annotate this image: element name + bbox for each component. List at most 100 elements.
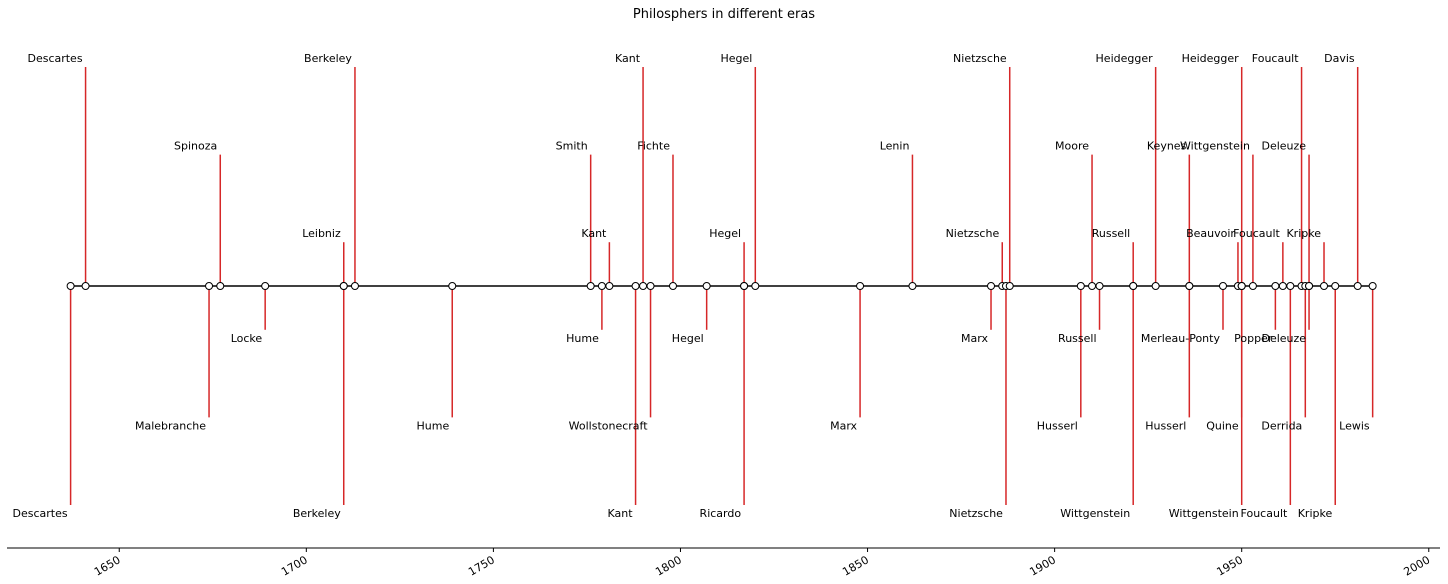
event-label: Descartes bbox=[27, 52, 82, 65]
event-label: Leibniz bbox=[302, 227, 341, 240]
event-marker bbox=[1237, 282, 1246, 290]
event-marker bbox=[1286, 282, 1295, 290]
event-marker bbox=[66, 282, 75, 290]
event-label: Marx bbox=[961, 332, 988, 345]
event-label: Russell bbox=[1092, 227, 1130, 240]
event-marker bbox=[1076, 282, 1085, 290]
event-marker bbox=[1218, 282, 1227, 290]
event-label: Russell bbox=[1058, 332, 1096, 345]
x-tick-label: 2000 bbox=[1402, 553, 1433, 578]
event-marker bbox=[1353, 282, 1362, 290]
event-label: Kant bbox=[581, 227, 607, 240]
event-marker bbox=[205, 282, 214, 290]
x-tick-label: 1850 bbox=[840, 553, 871, 578]
event-marker bbox=[339, 282, 348, 290]
event-marker bbox=[448, 282, 457, 290]
event-marker bbox=[1095, 282, 1104, 290]
event-label: Popper bbox=[1234, 332, 1273, 345]
event-label: Heidegger bbox=[1182, 52, 1240, 65]
event-label: Descartes bbox=[13, 507, 68, 520]
event-label: Kripke bbox=[1286, 227, 1321, 240]
event-marker bbox=[350, 282, 359, 290]
event-label: Wollstonecraft bbox=[569, 419, 649, 432]
event-marker bbox=[702, 282, 711, 290]
x-tick-label: 1800 bbox=[653, 553, 684, 578]
event-marker bbox=[751, 282, 760, 290]
x-tick-label: 1700 bbox=[279, 553, 310, 578]
x-axis: 1650 1700 1750 1800 1850 1900 1950 2000 bbox=[7, 547, 1440, 579]
event-marker bbox=[586, 282, 595, 290]
event-marker bbox=[261, 282, 270, 290]
event-label: Hegel bbox=[709, 227, 741, 240]
stems-layer bbox=[69, 67, 1374, 505]
event-label: Nietzsche bbox=[946, 227, 1000, 240]
event-marker bbox=[1368, 282, 1377, 290]
event-label: Berkeley bbox=[293, 507, 341, 520]
event-marker bbox=[646, 282, 655, 290]
event-marker bbox=[639, 282, 648, 290]
event-label: Marx bbox=[830, 419, 857, 432]
event-marker bbox=[668, 282, 677, 290]
event-label: Moore bbox=[1055, 140, 1089, 153]
event-label: Hume bbox=[417, 419, 450, 432]
event-marker bbox=[1088, 282, 1097, 290]
x-tick-label: 1900 bbox=[1027, 553, 1058, 578]
event-label: Spinoza bbox=[174, 140, 217, 153]
event-label: Lenin bbox=[880, 140, 910, 153]
x-tick-label: 1650 bbox=[92, 553, 123, 578]
event-label: Fichte bbox=[637, 140, 670, 153]
event-marker bbox=[987, 282, 996, 290]
event-marker bbox=[1331, 282, 1340, 290]
event-marker bbox=[1320, 282, 1329, 290]
event-label: Malebranche bbox=[135, 419, 206, 432]
event-label: Hume bbox=[566, 332, 599, 345]
event-marker bbox=[740, 282, 749, 290]
event-label: Deleuze bbox=[1261, 332, 1306, 345]
event-label: Lewis bbox=[1339, 419, 1370, 432]
event-label: Hegel bbox=[672, 332, 704, 345]
event-marker bbox=[1271, 282, 1280, 290]
event-label: Kant bbox=[608, 507, 634, 520]
event-label: Locke bbox=[231, 332, 263, 345]
event-marker bbox=[216, 282, 225, 290]
event-marker bbox=[1185, 282, 1194, 290]
event-label: Foucault bbox=[1241, 507, 1288, 520]
labels-layer: Descartes Descartes Malebranche Spinoza Lock… bbox=[13, 52, 1370, 520]
event-label: Nietzsche bbox=[949, 507, 1003, 520]
event-label: Wittgenstein bbox=[1169, 507, 1239, 520]
event-marker bbox=[81, 282, 90, 290]
chart-title: Philosphers in different eras bbox=[633, 7, 815, 22]
event-marker bbox=[856, 282, 865, 290]
event-marker bbox=[1248, 282, 1257, 290]
event-label: Ricardo bbox=[700, 507, 742, 520]
event-marker bbox=[1005, 282, 1014, 290]
event-marker bbox=[1278, 282, 1287, 290]
event-label: Husserl bbox=[1145, 419, 1186, 432]
event-label: Nietzsche bbox=[953, 52, 1007, 65]
event-label: Berkeley bbox=[304, 52, 352, 65]
event-label: Davis bbox=[1324, 52, 1355, 65]
event-label: Beauvoir bbox=[1186, 227, 1235, 240]
event-label: Quine bbox=[1206, 419, 1239, 432]
event-label: Deleuze bbox=[1261, 140, 1306, 153]
event-marker bbox=[908, 282, 917, 290]
event-label: Husserl bbox=[1037, 419, 1078, 432]
event-label: Derrida bbox=[1261, 419, 1302, 432]
event-label: Wittgenstein bbox=[1180, 140, 1250, 153]
event-marker bbox=[631, 282, 640, 290]
event-marker bbox=[1305, 282, 1314, 290]
event-label: Foucault bbox=[1233, 227, 1280, 240]
event-label: Wittgenstein bbox=[1060, 507, 1130, 520]
x-tick-label: 1950 bbox=[1214, 553, 1245, 578]
event-marker bbox=[597, 282, 606, 290]
event-label: Smith bbox=[556, 140, 588, 153]
markers-layer bbox=[66, 282, 1377, 290]
event-marker bbox=[1151, 282, 1160, 290]
event-label: Hegel bbox=[720, 52, 752, 65]
event-marker bbox=[605, 282, 614, 290]
event-label: Kant bbox=[615, 52, 641, 65]
event-label: Keynes bbox=[1147, 140, 1187, 153]
event-label: Merleau-Ponty bbox=[1141, 332, 1221, 345]
x-tick-label: 1750 bbox=[466, 553, 497, 578]
